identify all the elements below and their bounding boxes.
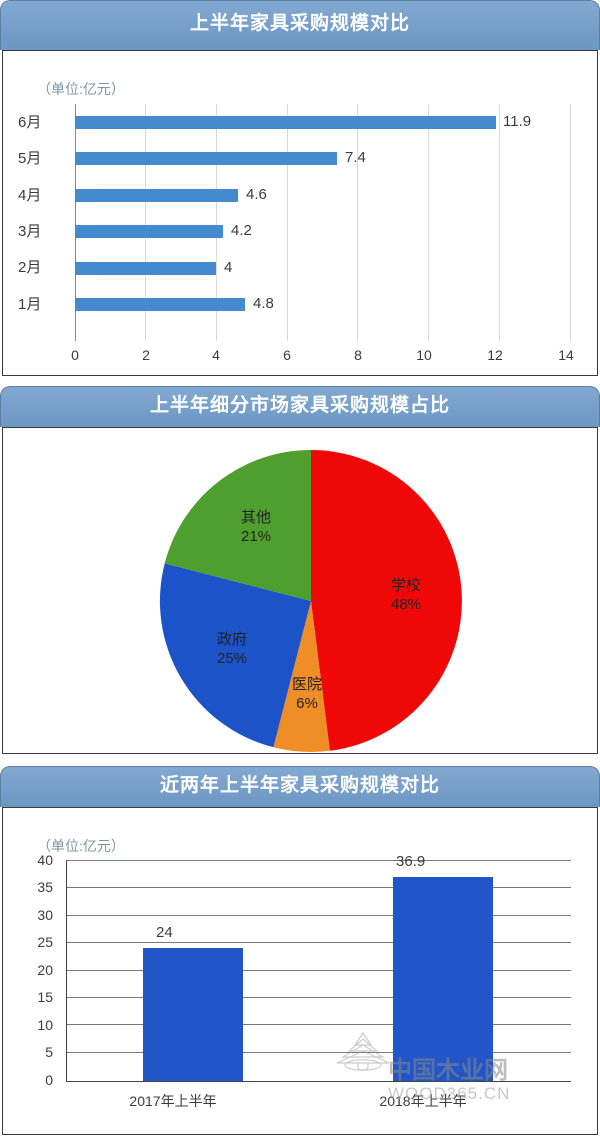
svg-text:中国木业网: 中国木业网 [388, 1057, 508, 1084]
svg-text:WOOD365.CN: WOOD365.CN [388, 1084, 510, 1103]
